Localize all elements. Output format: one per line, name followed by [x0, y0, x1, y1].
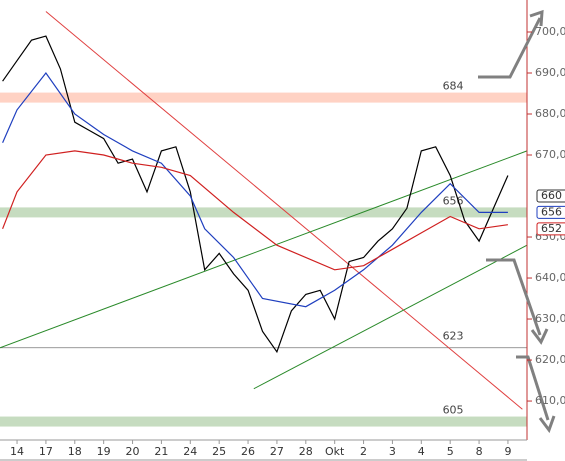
x-tick-label: 28	[299, 445, 313, 458]
price-line	[2, 150, 508, 271]
x-tick-label: 21	[154, 445, 168, 458]
y-tick-label: 610,0	[535, 394, 565, 407]
level-label: 656	[443, 194, 464, 207]
level-label: 684	[443, 80, 464, 93]
arrows	[478, 9, 556, 434]
x-tick-label: 19	[97, 445, 111, 458]
level-label: 605	[443, 404, 464, 417]
x-tick-label: 24	[183, 445, 197, 458]
trend-line	[45, 11, 523, 410]
x-tick-label: 27	[270, 445, 284, 458]
arrow-down	[486, 258, 542, 336]
arrow-head	[530, 328, 549, 345]
trend-line	[0, 150, 528, 349]
plot-area: 684 656 623 605	[0, 11, 528, 427]
level-band	[0, 92, 527, 103]
x-tick-label: 4	[418, 445, 425, 458]
y-tick-label: 640,0	[535, 271, 565, 284]
level-label: 623	[443, 330, 464, 343]
price-tag-label: 656	[541, 205, 562, 218]
y-tick-label: 620,0	[535, 353, 565, 366]
x-tick-label: 2	[360, 445, 367, 458]
arrow-head	[538, 415, 556, 434]
x-tick-label: 17	[39, 445, 53, 458]
x-tick-label: 5	[447, 445, 454, 458]
arrow-up	[478, 17, 542, 79]
x-tick-label: 14	[10, 445, 24, 458]
x-tick-label: 9	[504, 445, 511, 458]
level-band	[0, 416, 527, 427]
x-tick-label: 26	[241, 445, 255, 458]
price-tag	[536, 205, 565, 219]
x-tick-label: 3	[389, 445, 396, 458]
price-line	[2, 35, 509, 354]
arrow-down	[516, 355, 550, 421]
arrow-head	[529, 9, 544, 27]
y-tick-label: 670,0	[535, 148, 565, 161]
x-tick-label: Okt	[325, 445, 345, 458]
price-tag	[536, 189, 565, 203]
price-line	[2, 71, 508, 308]
x-tick-label: 20	[126, 445, 140, 458]
x-tick-label: 8	[476, 445, 483, 458]
price-tag	[536, 222, 565, 236]
price-tag-label: 660	[541, 189, 562, 202]
level-band	[0, 207, 527, 218]
x-tick-label: 25	[212, 445, 226, 458]
y-tick-label: 700,0	[535, 25, 565, 38]
trend-line	[253, 244, 528, 390]
y-tick-label: 630,0	[535, 312, 565, 325]
price-tag-label: 652	[541, 222, 562, 235]
y-tick-label: 690,0	[535, 66, 565, 79]
y-tick-label: 680,0	[535, 107, 565, 120]
x-tick-label: 18	[68, 445, 82, 458]
